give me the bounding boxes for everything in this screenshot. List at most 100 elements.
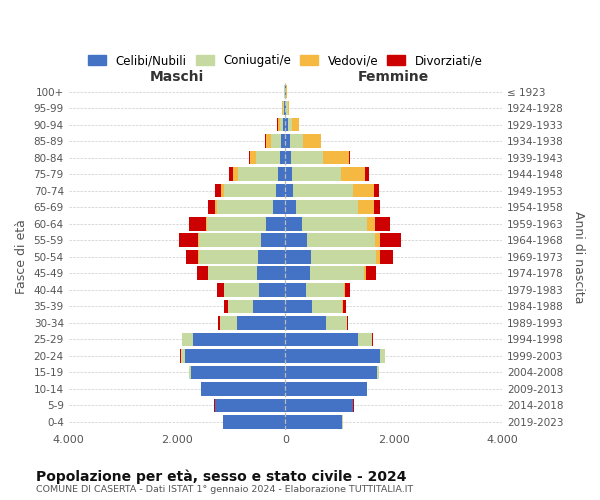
Bar — [256, 151, 280, 164]
Y-axis label: Fasce di età: Fasce di età — [15, 220, 28, 294]
Bar — [259, 283, 286, 296]
Bar — [197, 266, 208, 280]
Bar — [253, 300, 286, 313]
Bar — [287, 118, 292, 132]
Bar — [257, 266, 286, 280]
Bar — [236, 316, 286, 330]
Bar — [303, 134, 320, 148]
Bar — [290, 134, 303, 148]
Bar — [223, 415, 286, 428]
Bar — [286, 398, 353, 412]
Bar — [278, 168, 286, 181]
Bar — [380, 234, 401, 247]
Bar — [286, 217, 302, 230]
Bar — [220, 316, 236, 330]
Bar — [283, 102, 284, 115]
Bar — [217, 283, 224, 296]
Legend: Celibi/Nubili, Coniugati/e, Vedovi/e, Divorziati/e: Celibi/Nubili, Coniugati/e, Vedovi/e, Di… — [83, 50, 487, 72]
Bar — [179, 234, 198, 247]
Bar — [286, 283, 306, 296]
Bar — [286, 200, 296, 214]
Bar — [278, 118, 280, 132]
Bar — [323, 151, 349, 164]
Bar — [215, 200, 217, 214]
Bar — [284, 102, 286, 115]
Bar — [296, 200, 358, 214]
Bar — [206, 217, 207, 230]
Bar — [208, 266, 257, 280]
Bar — [266, 217, 286, 230]
Bar — [376, 250, 380, 264]
Bar — [349, 151, 350, 164]
Bar — [365, 266, 376, 280]
Bar — [374, 200, 380, 214]
Bar — [286, 366, 377, 379]
Bar — [358, 200, 374, 214]
Bar — [207, 217, 266, 230]
Bar — [375, 217, 390, 230]
Bar — [307, 234, 375, 247]
Bar — [193, 332, 286, 346]
Bar — [218, 316, 220, 330]
Bar — [347, 316, 348, 330]
Bar — [286, 349, 380, 362]
Bar — [286, 234, 307, 247]
Bar — [189, 366, 191, 379]
Bar — [182, 332, 193, 346]
Bar — [238, 168, 278, 181]
Bar — [185, 250, 198, 264]
Bar — [229, 168, 233, 181]
Bar — [224, 184, 275, 198]
Bar — [181, 349, 185, 362]
Bar — [274, 200, 286, 214]
Bar — [286, 300, 313, 313]
Bar — [286, 266, 310, 280]
Text: COMUNE DI CASERTA - Dati ISTAT 1° gennaio 2024 - Elaborazione TUTTITALIA.IT: COMUNE DI CASERTA - Dati ISTAT 1° gennai… — [36, 485, 413, 494]
Bar — [190, 217, 206, 230]
Bar — [249, 151, 250, 164]
Bar — [217, 200, 274, 214]
Bar — [358, 332, 372, 346]
Text: Femmine: Femmine — [358, 70, 430, 84]
Bar — [288, 102, 289, 115]
Bar — [326, 316, 347, 330]
Bar — [221, 184, 224, 198]
Bar — [281, 134, 286, 148]
Bar — [365, 168, 370, 181]
Bar — [292, 118, 299, 132]
Bar — [286, 382, 367, 396]
Bar — [286, 415, 342, 428]
Bar — [199, 234, 261, 247]
Bar — [291, 151, 323, 164]
Y-axis label: Anni di nascita: Anni di nascita — [572, 210, 585, 303]
Bar — [258, 250, 286, 264]
Bar — [343, 300, 346, 313]
Bar — [280, 151, 286, 164]
Bar — [280, 118, 283, 132]
Bar — [353, 184, 374, 198]
Bar — [286, 102, 288, 115]
Bar — [185, 349, 286, 362]
Bar — [286, 316, 326, 330]
Text: Popolazione per età, sesso e stato civile - 2024: Popolazione per età, sesso e stato civil… — [36, 469, 407, 484]
Bar — [344, 283, 350, 296]
Bar — [377, 366, 379, 379]
Bar — [367, 217, 375, 230]
Bar — [380, 250, 393, 264]
Bar — [233, 168, 238, 181]
Bar — [275, 184, 286, 198]
Bar — [224, 300, 228, 313]
Bar — [320, 134, 322, 148]
Bar — [313, 300, 342, 313]
Bar — [286, 184, 293, 198]
Bar — [311, 250, 376, 264]
Bar — [215, 184, 221, 198]
Bar — [286, 168, 292, 181]
Bar — [199, 250, 258, 264]
Bar — [271, 134, 281, 148]
Bar — [374, 184, 379, 198]
Bar — [310, 266, 364, 280]
Bar — [198, 234, 199, 247]
Bar — [265, 134, 266, 148]
Bar — [341, 168, 365, 181]
